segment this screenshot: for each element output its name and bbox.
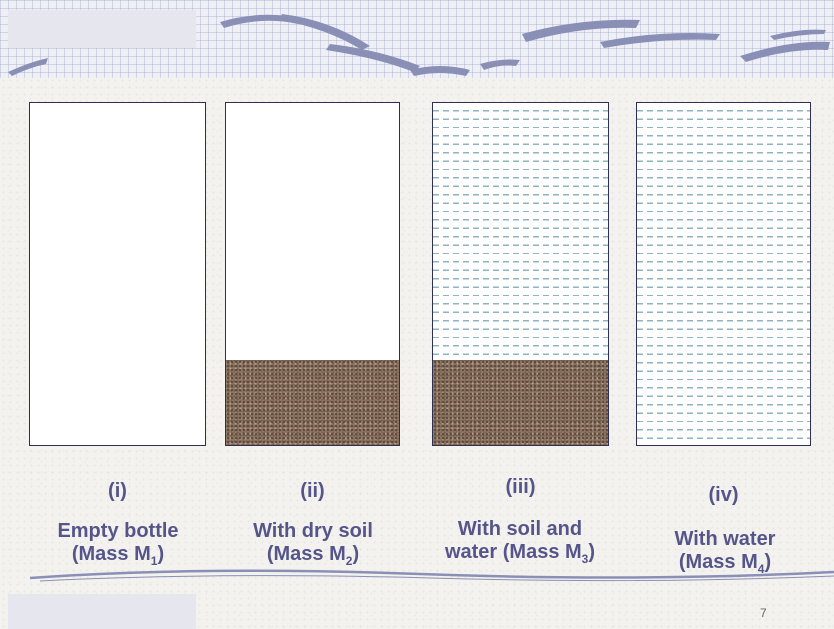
bottle-dry-soil [225, 102, 400, 446]
bottle-2-line1: With dry soil [253, 520, 373, 542]
water-layer [637, 103, 810, 445]
bottle-soil-and-water [432, 102, 609, 446]
bottle-empty [29, 102, 206, 446]
bottle-4-mass-subscript: 4 [757, 562, 765, 576]
bottle-1-mass-prefix: (Mass M [71, 543, 151, 565]
bottle-3-mass-subscript: 3 [581, 552, 589, 566]
bottle-3-caption: With soil and water (Mass M3) [412, 518, 628, 566]
bottle-3-line1: With soil and [457, 518, 583, 540]
bottle-2-mass-subscript: 2 [345, 554, 353, 568]
bottle-water [636, 102, 811, 446]
water-layer [433, 103, 608, 361]
bottle-2-mass-prefix: (Mass M [266, 543, 346, 565]
bottle-2-line2: (Mass M2) [208, 543, 418, 568]
bottle-3-mass-prefix: water (Mass M [444, 541, 582, 563]
page-number: 7 [760, 606, 767, 620]
bottle-2-mass-suffix: ) [352, 543, 360, 565]
bottle-4-mass-prefix: (Mass M [678, 551, 758, 573]
bottle-1-mass-suffix: ) [157, 543, 165, 565]
bottle-3-line2: water (Mass M3) [412, 541, 628, 566]
bottle-1-line2: (Mass M1) [8, 543, 228, 568]
bottle-4-numeral: (iv) [708, 484, 739, 506]
footer-corner-box [8, 594, 196, 629]
bottle-1-numeral: (i) [108, 480, 127, 502]
bottle-4-caption: With water (Mass M4) [630, 528, 820, 576]
bottle-2-numeral: (ii) [300, 480, 325, 502]
bottle-1-mass-subscript: 1 [150, 554, 158, 568]
bottle-3-numeral: (iii) [505, 476, 536, 498]
bottle-1-caption: Empty bottle (Mass M1) [8, 520, 228, 568]
bottle-4-mass-suffix: ) [764, 551, 772, 573]
soil-layer [226, 360, 399, 445]
bottle-4-line2: (Mass M4) [630, 551, 820, 576]
bottle-3-mass-suffix: ) [588, 541, 596, 563]
bottle-1-line1: Empty bottle [57, 520, 179, 542]
bottle-4-line1: With water [674, 528, 776, 550]
header-corner-box [8, 10, 196, 48]
soil-layer [433, 360, 608, 445]
bottle-2-caption: With dry soil (Mass M2) [208, 520, 418, 568]
